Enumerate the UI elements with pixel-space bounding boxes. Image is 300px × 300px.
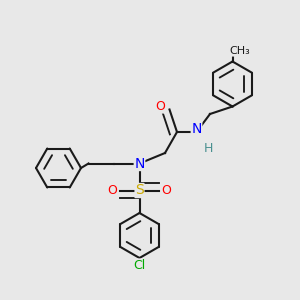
- Text: Cl: Cl: [134, 259, 146, 272]
- Text: CH₃: CH₃: [230, 46, 250, 56]
- Text: O: O: [156, 100, 165, 113]
- Text: H: H: [204, 142, 213, 155]
- Text: O: O: [108, 184, 117, 197]
- Text: N: N: [191, 122, 202, 136]
- Text: N: N: [134, 157, 145, 170]
- Text: S: S: [135, 184, 144, 197]
- Text: O: O: [162, 184, 171, 197]
